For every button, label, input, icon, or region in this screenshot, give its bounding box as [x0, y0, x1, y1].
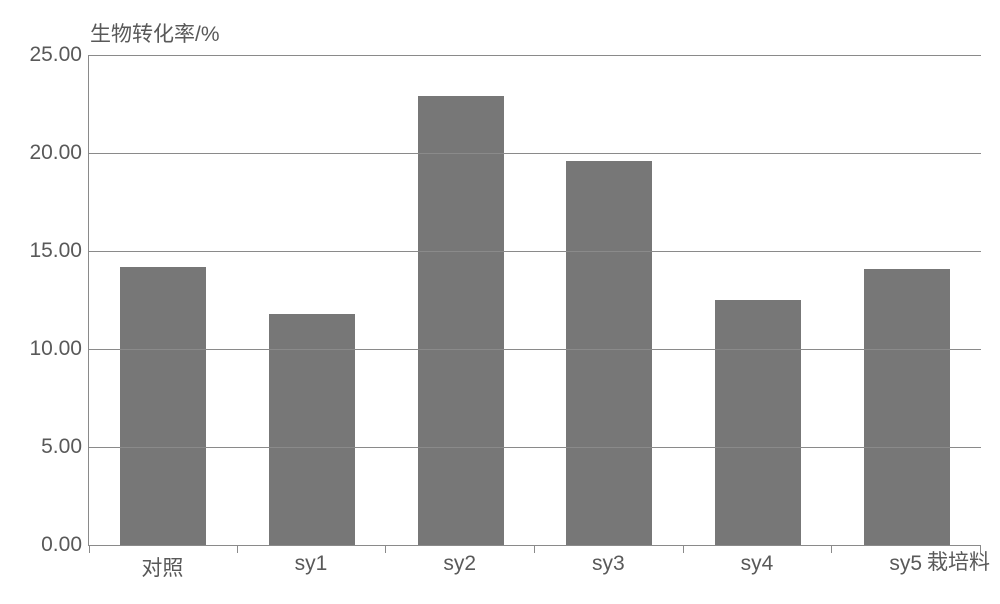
bar: [864, 269, 950, 545]
y-tick-label: 0.00: [12, 533, 82, 557]
y-axis-title: 生物转化率/%: [90, 18, 220, 48]
bar-group: [89, 55, 981, 545]
y-tick-label: 25.00: [12, 43, 82, 67]
y-tick-label: 10.00: [12, 337, 82, 361]
x-tick-label: sy3: [534, 552, 683, 582]
x-tick-mark: [980, 545, 981, 553]
bar-slot: [832, 55, 981, 545]
y-tick-label: 5.00: [12, 435, 82, 459]
y-tick-label: 15.00: [12, 239, 82, 263]
gridline: [89, 251, 981, 252]
gridline: [89, 153, 981, 154]
gridline: [89, 55, 981, 56]
bar: [715, 300, 801, 545]
bar-slot: [684, 55, 833, 545]
y-tick-label: 20.00: [12, 141, 82, 165]
x-tick-label: sy2: [385, 552, 534, 582]
chart-container: 生物转化率/% 栽培料 对照sy1sy2sy3sy4sy5 0.005.0010…: [0, 0, 1000, 604]
gridline: [89, 349, 981, 350]
bar-slot: [535, 55, 684, 545]
x-tick-label: sy5: [831, 552, 980, 582]
gridline: [89, 447, 981, 448]
x-axis-labels: 对照sy1sy2sy3sy4sy5: [88, 552, 980, 582]
bar-slot: [89, 55, 238, 545]
bar: [566, 161, 652, 545]
plot-area: [88, 55, 981, 546]
bar: [120, 267, 206, 545]
x-tick-label: 对照: [88, 552, 237, 582]
bar-slot: [238, 55, 387, 545]
x-tick-label: sy1: [237, 552, 386, 582]
bar-slot: [386, 55, 535, 545]
x-tick-label: sy4: [683, 552, 832, 582]
bar: [418, 96, 504, 545]
